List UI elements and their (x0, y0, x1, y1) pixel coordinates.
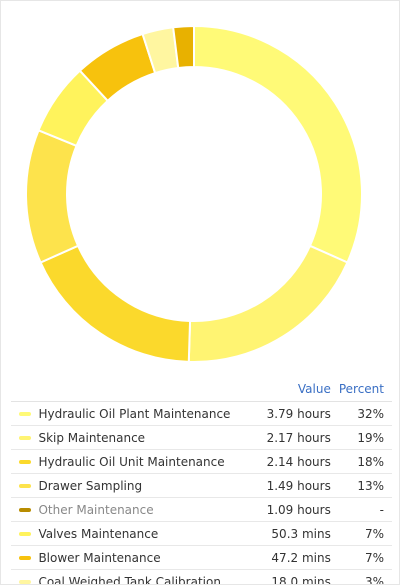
legend-label: Hydraulic Oil Plant Maintenance (38, 401, 243, 426)
legend-percent: 18% (338, 449, 392, 474)
legend-label: Drawer Sampling (38, 473, 243, 498)
legend-row[interactable]: Other Maintenance 1.09 hours - (11, 497, 392, 522)
legend-row[interactable]: Hydraulic Oil Plant Maintenance 3.79 hour… (11, 401, 392, 426)
legend-row[interactable]: Hydraulic Oil Unit Maintenance 2.14 hours… (11, 449, 392, 474)
legend-percent: 32% (338, 401, 392, 426)
legend-label: Valves Maintenance (38, 521, 243, 546)
legend-label: Hydraulic Oil Unit Maintenance (38, 449, 243, 474)
legend-value: 50.3 mins (242, 521, 339, 546)
legend-percent: - (338, 497, 392, 522)
legend-label: Other Maintenance (38, 497, 243, 522)
percent-column-header[interactable]: Percent (338, 377, 392, 402)
slice-hydraulic-oil-unit-maintenance[interactable] (39, 244, 192, 363)
slice-pump-maintenance[interactable] (172, 24, 195, 70)
legend-percent: 7% (338, 521, 392, 546)
legend-percent: 7% (338, 545, 392, 570)
legend-value: 1.49 hours (242, 473, 339, 498)
legend-label: Blower Maintenance (38, 545, 243, 570)
legend-swatch (19, 508, 31, 512)
slice-skip-maintenance[interactable] (187, 244, 349, 363)
legend-row[interactable]: Drawer Sampling 1.49 hours 13% (11, 473, 392, 498)
legend-swatch (19, 460, 31, 464)
donut-chart (25, 24, 363, 363)
legend-swatch (19, 556, 31, 560)
legend-row[interactable]: Skip Maintenance 2.17 hours 19% (11, 425, 392, 450)
legend-header: Value Percent (11, 377, 392, 402)
legend-label: Coal Weighed Tank Calibration (38, 569, 243, 584)
legend-swatch (19, 412, 31, 416)
legend-row[interactable]: Blower Maintenance 47.2 mins 7% (11, 545, 392, 570)
legend-table: Value Percent Hydraulic Oil Plant Mainte… (11, 377, 392, 584)
legend-percent: 19% (338, 425, 392, 450)
legend-percent: 13% (338, 473, 392, 498)
legend-swatch (19, 580, 31, 584)
slice-drawer-sampling[interactable] (25, 129, 80, 264)
legend-value: 1.09 hours (242, 497, 339, 522)
legend-swatch (19, 436, 31, 440)
legend-label: Skip Maintenance (38, 425, 243, 450)
legend-swatch (19, 484, 31, 488)
legend-value: 3.79 hours (242, 401, 339, 426)
legend-value: 2.17 hours (242, 425, 339, 450)
value-column-header[interactable]: Value (242, 377, 339, 402)
legend-swatch (19, 532, 31, 536)
legend-row[interactable]: Valves Maintenance 50.3 mins 7% (11, 521, 392, 546)
legend-value: 18.0 mins (242, 569, 339, 584)
legend-value: 2.14 hours (242, 449, 339, 474)
legend-row[interactable]: Coal Weighed Tank Calibration 18.0 mins 3% (11, 569, 392, 584)
legend-percent: 3% (338, 569, 392, 584)
legend-value: 47.2 mins (242, 545, 339, 570)
slice-hydraulic-oil-plant-maintenance[interactable] (193, 24, 363, 264)
